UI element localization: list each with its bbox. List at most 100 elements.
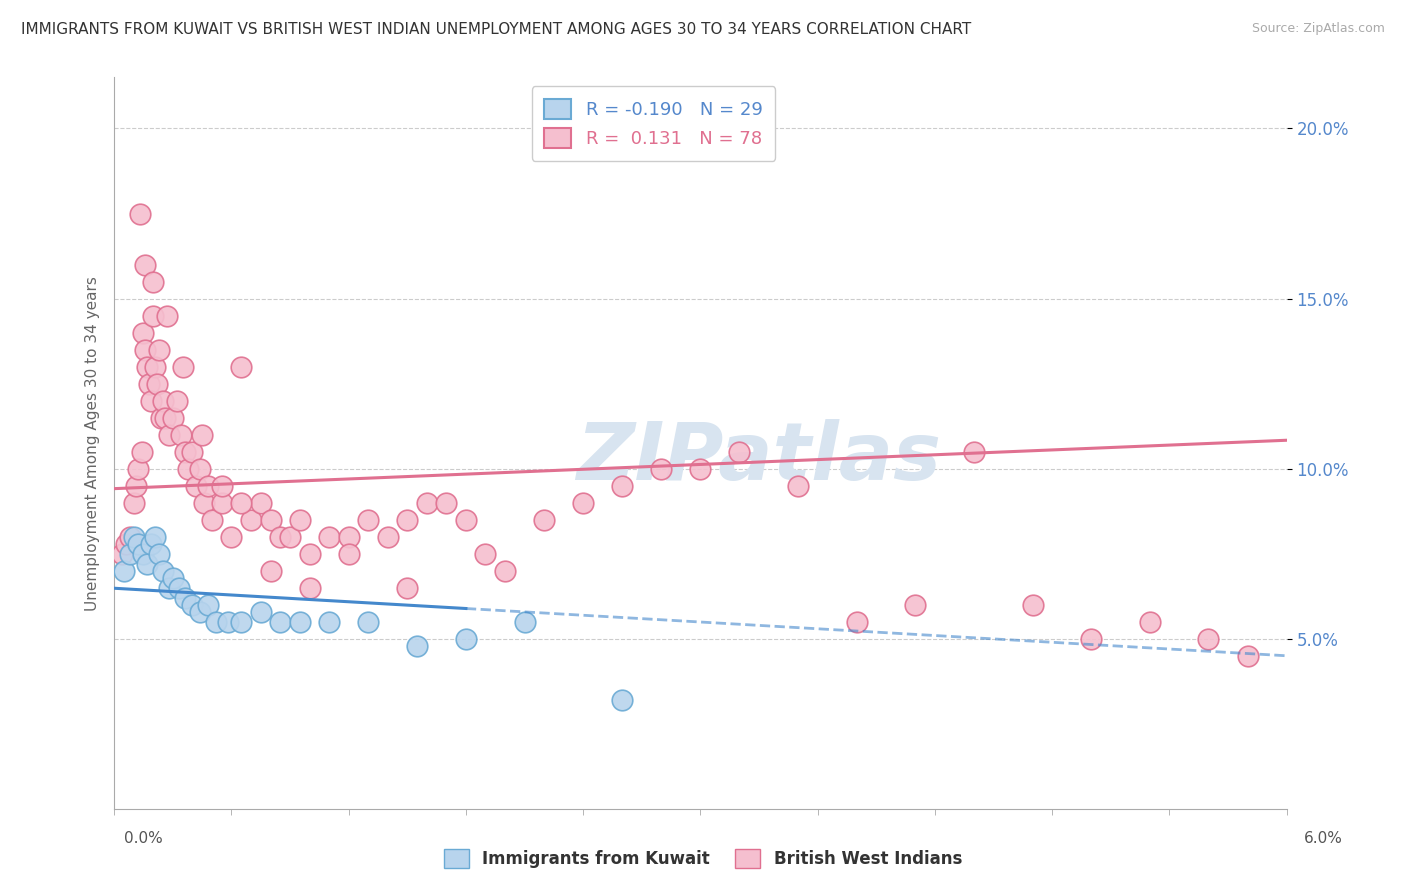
Point bbox=[157, 581, 180, 595]
Point bbox=[1021, 598, 1043, 612]
Point bbox=[128, 206, 150, 220]
Point bbox=[148, 547, 170, 561]
Point bbox=[434, 496, 457, 510]
Point bbox=[474, 547, 496, 561]
Point bbox=[396, 581, 419, 595]
Point bbox=[357, 513, 380, 527]
Point bbox=[211, 496, 233, 510]
Point bbox=[143, 530, 166, 544]
Point bbox=[318, 530, 340, 544]
Point bbox=[186, 479, 208, 493]
Point bbox=[122, 496, 145, 510]
Point bbox=[728, 444, 751, 458]
Point bbox=[211, 479, 233, 493]
Point bbox=[169, 427, 191, 442]
Point bbox=[146, 376, 169, 391]
Point bbox=[181, 444, 204, 458]
Point bbox=[377, 530, 399, 544]
Point bbox=[152, 393, 174, 408]
Point bbox=[166, 393, 188, 408]
Point bbox=[156, 309, 179, 323]
Point bbox=[396, 513, 419, 527]
Point bbox=[288, 615, 311, 629]
Point bbox=[1080, 632, 1102, 646]
Point bbox=[112, 564, 135, 578]
Text: 0.0%: 0.0% bbox=[124, 831, 163, 846]
Point bbox=[150, 410, 173, 425]
Text: 6.0%: 6.0% bbox=[1303, 831, 1343, 846]
Point bbox=[141, 393, 163, 408]
Point bbox=[204, 615, 226, 629]
Point bbox=[201, 513, 224, 527]
Point bbox=[127, 536, 149, 550]
Point bbox=[127, 461, 149, 475]
Point bbox=[188, 461, 211, 475]
Point bbox=[167, 581, 190, 595]
Point bbox=[111, 547, 134, 561]
Point bbox=[191, 427, 214, 442]
Point bbox=[357, 615, 380, 629]
Point bbox=[454, 632, 477, 646]
Point bbox=[118, 530, 141, 544]
Point bbox=[612, 693, 634, 707]
Point bbox=[197, 598, 219, 612]
Point bbox=[221, 530, 243, 544]
Point bbox=[162, 410, 184, 425]
Point bbox=[172, 359, 194, 374]
Point bbox=[689, 461, 711, 475]
Point bbox=[217, 615, 239, 629]
Point bbox=[125, 479, 148, 493]
Point bbox=[141, 536, 163, 550]
Point bbox=[572, 496, 595, 510]
Point bbox=[533, 513, 555, 527]
Point bbox=[132, 547, 155, 561]
Point bbox=[177, 461, 200, 475]
Point bbox=[269, 530, 291, 544]
Point bbox=[337, 530, 360, 544]
Point bbox=[249, 496, 271, 510]
Text: Source: ZipAtlas.com: Source: ZipAtlas.com bbox=[1251, 22, 1385, 36]
Point bbox=[173, 444, 195, 458]
Point bbox=[513, 615, 536, 629]
Point bbox=[612, 479, 634, 493]
Point bbox=[142, 275, 165, 289]
Point bbox=[231, 359, 253, 374]
Point bbox=[115, 536, 138, 550]
Point bbox=[136, 359, 159, 374]
Point bbox=[337, 547, 360, 561]
Point bbox=[1236, 648, 1258, 663]
Point bbox=[132, 326, 155, 340]
Y-axis label: Unemployment Among Ages 30 to 34 years: Unemployment Among Ages 30 to 34 years bbox=[86, 276, 100, 611]
Point bbox=[278, 530, 301, 544]
Point bbox=[143, 359, 166, 374]
Point bbox=[259, 564, 281, 578]
Point bbox=[787, 479, 810, 493]
Point bbox=[494, 564, 516, 578]
Point bbox=[231, 615, 253, 629]
Point bbox=[318, 615, 340, 629]
Point bbox=[197, 479, 219, 493]
Point bbox=[845, 615, 868, 629]
Point bbox=[118, 547, 141, 561]
Point bbox=[162, 571, 184, 585]
Point bbox=[157, 427, 180, 442]
Point bbox=[134, 258, 156, 272]
Point bbox=[298, 581, 321, 595]
Point bbox=[131, 444, 153, 458]
Point bbox=[259, 513, 281, 527]
Point bbox=[148, 343, 170, 357]
Point bbox=[239, 513, 262, 527]
Point bbox=[288, 513, 311, 527]
Point bbox=[173, 591, 195, 605]
Point bbox=[249, 605, 271, 619]
Point bbox=[269, 615, 291, 629]
Point bbox=[181, 598, 204, 612]
Point bbox=[416, 496, 439, 510]
Point bbox=[153, 410, 176, 425]
Text: IMMIGRANTS FROM KUWAIT VS BRITISH WEST INDIAN UNEMPLOYMENT AMONG AGES 30 TO 34 Y: IMMIGRANTS FROM KUWAIT VS BRITISH WEST I… bbox=[21, 22, 972, 37]
Point bbox=[136, 557, 159, 571]
Point bbox=[904, 598, 927, 612]
Point bbox=[193, 496, 215, 510]
Point bbox=[650, 461, 672, 475]
Point bbox=[406, 639, 429, 653]
